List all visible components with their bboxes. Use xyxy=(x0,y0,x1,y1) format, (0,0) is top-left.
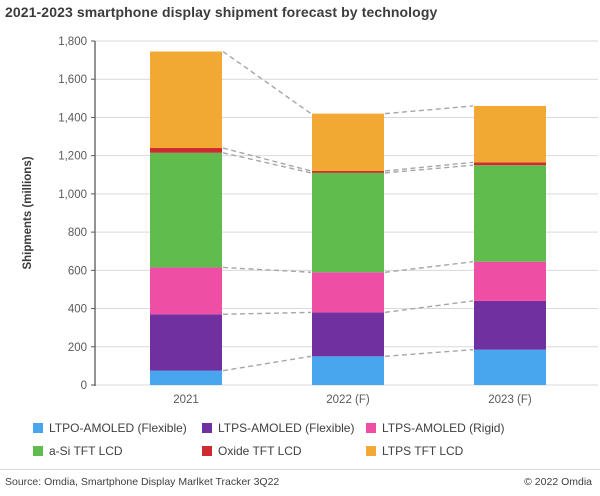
connector-line xyxy=(384,300,474,314)
bar-segment xyxy=(150,267,222,315)
bar-segment xyxy=(150,152,222,268)
connector-line xyxy=(384,105,474,115)
legend-item: LTPS-AMOLED (Flexible) xyxy=(202,421,366,435)
legend-item-label: LTPS-AMOLED (Flexible) xyxy=(218,421,355,435)
connector-line xyxy=(222,50,312,115)
connector-line xyxy=(222,147,312,172)
chart-footer: Source: Omdia, Smartphone Display Marlke… xyxy=(0,469,600,488)
bar-segment xyxy=(312,172,384,273)
bar-segment xyxy=(312,170,384,173)
connector-line xyxy=(222,311,312,315)
bar-segment xyxy=(312,356,384,385)
legend-swatch-icon xyxy=(202,446,212,456)
y-tick-label: 1,800 xyxy=(58,36,87,48)
legend-item-label: Oxide TFT LCD xyxy=(218,444,302,458)
bar-segment xyxy=(312,272,384,313)
x-tick-label: 2022 (F) xyxy=(326,394,370,406)
legend-item: LTPO-AMOLED (Flexible) xyxy=(33,421,202,435)
legend-item: a-Si TFT LCD xyxy=(33,444,202,458)
y-axis-title: Shipments (millions) xyxy=(22,156,34,269)
source-text: Source: Omdia, Smartphone Display Marlke… xyxy=(5,476,280,488)
y-tick-label: 200 xyxy=(68,342,87,354)
bar-segment xyxy=(474,261,546,301)
legend-item: Oxide TFT LCD xyxy=(202,444,366,458)
bar-segment xyxy=(312,312,384,357)
legend-item-label: LTPS TFT LCD xyxy=(382,444,464,458)
chart-legend: LTPO-AMOLED (Flexible) LTPS-AMOLED (Flexi… xyxy=(33,421,589,458)
y-tick-label: 1,000 xyxy=(58,189,87,201)
y-tick-label: 0 xyxy=(81,380,87,392)
connector-line xyxy=(222,152,312,174)
legend-item: LTPS-AMOLED (Rigid) xyxy=(366,421,589,435)
legend-item-label: a-Si TFT LCD xyxy=(49,444,123,458)
bar-segment xyxy=(474,105,546,163)
x-tick-label: 2023 (F) xyxy=(488,394,532,406)
bar-segment xyxy=(150,51,222,149)
legend-swatch-icon xyxy=(33,423,43,433)
legend-item: LTPS TFT LCD xyxy=(366,444,589,458)
bar-segment xyxy=(474,349,546,385)
chart-title: 2021-2023 smartphone display shipment fo… xyxy=(5,4,438,20)
stacked-bar-chart: 0 200 400 600 800 1,000 1,200 1,400 1,600 1,800 20… xyxy=(22,36,598,406)
connector-line xyxy=(384,164,474,174)
copyright-text: © 2022 Omdia xyxy=(524,476,592,488)
legend-item-label: LTPO-AMOLED (Flexible) xyxy=(49,421,187,435)
connector-line xyxy=(222,355,312,372)
bar-segment xyxy=(150,148,222,153)
bar-segment xyxy=(312,113,384,171)
bar-segment xyxy=(474,162,546,166)
y-tick-label: 1,400 xyxy=(58,112,87,124)
connector-line xyxy=(384,348,474,358)
bar-segment xyxy=(474,300,546,350)
y-tick-label: 1,200 xyxy=(58,151,87,163)
legend-swatch-icon xyxy=(366,423,376,433)
connector-line xyxy=(222,266,312,273)
connector-line xyxy=(384,161,474,172)
bar-segment xyxy=(150,314,222,371)
y-tick-label: 1,600 xyxy=(58,74,87,86)
bar-segment xyxy=(474,165,546,262)
y-tick-label: 600 xyxy=(68,265,87,277)
x-tick-label: 2021 xyxy=(173,394,199,406)
legend-swatch-icon xyxy=(33,446,43,456)
y-tick-label: 400 xyxy=(68,304,87,316)
bar-segment xyxy=(150,370,222,385)
legend-swatch-icon xyxy=(366,446,376,456)
legend-swatch-icon xyxy=(202,423,212,433)
legend-item-label: LTPS-AMOLED (Rigid) xyxy=(382,421,505,435)
connector-line xyxy=(384,261,474,273)
y-tick-label: 800 xyxy=(68,227,87,239)
